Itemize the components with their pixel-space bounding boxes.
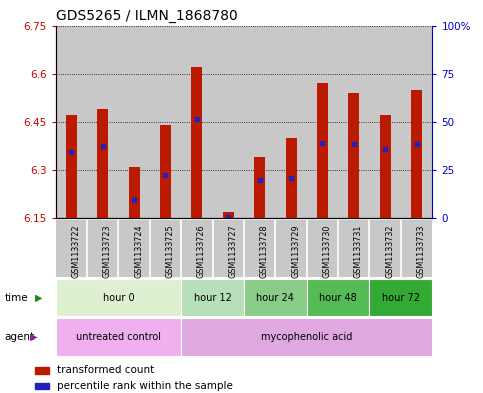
Bar <box>307 26 338 218</box>
Text: GSM1133731: GSM1133731 <box>354 225 363 278</box>
Bar <box>87 26 118 218</box>
Text: GSM1133729: GSM1133729 <box>291 225 300 278</box>
Bar <box>118 26 150 218</box>
Text: untreated control: untreated control <box>76 332 161 342</box>
Bar <box>181 26 213 218</box>
Text: hour 72: hour 72 <box>382 293 420 303</box>
Bar <box>380 116 391 218</box>
Text: agent: agent <box>5 332 35 342</box>
Text: percentile rank within the sample: percentile rank within the sample <box>57 381 233 391</box>
Text: mycophenolic acid: mycophenolic acid <box>261 332 353 342</box>
Text: GSM1133732: GSM1133732 <box>385 225 394 278</box>
Text: ▶: ▶ <box>35 293 43 303</box>
Text: ▶: ▶ <box>30 332 38 342</box>
Bar <box>213 26 244 218</box>
Text: hour 48: hour 48 <box>319 293 357 303</box>
Bar <box>97 109 108 218</box>
Text: GSM1133733: GSM1133733 <box>416 225 426 278</box>
Text: GSM1133724: GSM1133724 <box>134 225 143 278</box>
Text: hour 12: hour 12 <box>194 293 231 303</box>
Bar <box>369 279 432 316</box>
Bar <box>35 383 49 389</box>
Bar <box>275 26 307 218</box>
Bar <box>35 367 49 373</box>
Bar <box>317 83 328 218</box>
Bar <box>244 279 307 316</box>
Bar <box>307 279 369 316</box>
Text: GSM1133723: GSM1133723 <box>103 225 112 278</box>
Bar <box>181 279 244 316</box>
Bar <box>348 93 359 218</box>
Bar <box>181 318 432 356</box>
Bar <box>128 167 140 218</box>
Bar <box>223 212 234 218</box>
Bar <box>56 26 87 218</box>
Bar <box>369 26 401 218</box>
Text: transformed count: transformed count <box>57 365 155 375</box>
Text: GSM1133722: GSM1133722 <box>71 225 80 278</box>
Text: time: time <box>5 293 28 303</box>
Bar <box>411 90 422 218</box>
Text: GSM1133725: GSM1133725 <box>165 225 174 278</box>
Text: hour 0: hour 0 <box>102 293 134 303</box>
Bar <box>150 26 181 218</box>
Bar <box>191 67 202 218</box>
Text: hour 24: hour 24 <box>256 293 294 303</box>
Text: GSM1133728: GSM1133728 <box>260 225 269 278</box>
Text: GSM1133726: GSM1133726 <box>197 225 206 278</box>
Text: GDS5265 / ILMN_1868780: GDS5265 / ILMN_1868780 <box>56 9 237 23</box>
Bar <box>401 26 432 218</box>
Bar <box>56 279 181 316</box>
Bar <box>160 125 171 218</box>
Bar <box>338 26 369 218</box>
Bar <box>66 116 77 218</box>
Text: GSM1133730: GSM1133730 <box>323 225 331 278</box>
Bar <box>56 318 181 356</box>
Bar <box>285 138 297 218</box>
Bar <box>254 157 265 218</box>
Bar <box>244 26 275 218</box>
Text: GSM1133727: GSM1133727 <box>228 225 237 278</box>
